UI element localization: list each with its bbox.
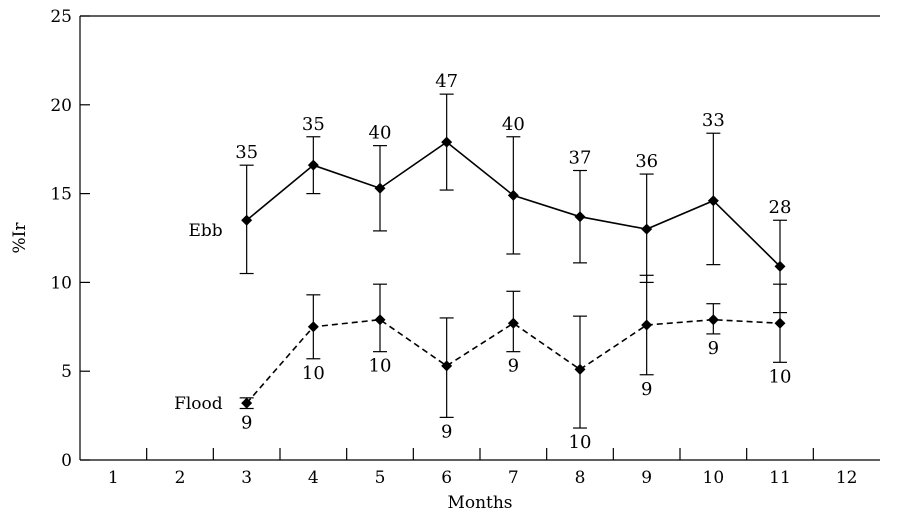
ebb-sample-size-label: 28 bbox=[769, 197, 792, 218]
flood-data-point bbox=[374, 314, 386, 326]
y-tick-label: 20 bbox=[50, 96, 72, 116]
ebb-data-point bbox=[707, 195, 719, 207]
y-tick-label: 15 bbox=[50, 185, 72, 205]
x-axis-title: Months bbox=[447, 493, 512, 513]
flood-data-point bbox=[774, 317, 786, 329]
flood-data-point bbox=[441, 360, 453, 372]
flood-data-point bbox=[641, 319, 653, 331]
flood-data-point bbox=[574, 363, 586, 375]
ebb-sample-size-label: 47 bbox=[435, 71, 458, 92]
flood-series-line bbox=[246, 318, 781, 404]
flood-data-point bbox=[241, 397, 253, 409]
y-tick-label: 10 bbox=[50, 273, 72, 293]
ebb-sample-size-label: 36 bbox=[635, 151, 658, 172]
flood-data-point bbox=[507, 317, 519, 329]
x-tick-label: 12 bbox=[836, 468, 858, 488]
x-tick-label: 4 bbox=[308, 468, 319, 488]
flood-series-label: Flood bbox=[174, 394, 223, 414]
x-tick-label: 5 bbox=[375, 468, 386, 488]
x-tick-label: 7 bbox=[508, 468, 519, 488]
ebb-data-point bbox=[641, 223, 653, 235]
x-tick-label: 10 bbox=[703, 468, 725, 488]
ebb-data-point bbox=[507, 189, 519, 201]
y-tick-label: 0 bbox=[61, 451, 72, 471]
flood-sample-size-label: 9 bbox=[708, 338, 719, 359]
ebb-data-point bbox=[441, 136, 453, 148]
x-tick-label: 8 bbox=[575, 468, 586, 488]
flood-sample-size-label: 9 bbox=[641, 379, 652, 400]
ebb-series-label: Ebb bbox=[188, 221, 222, 241]
x-tick-label: 11 bbox=[769, 468, 791, 488]
y-axis-title: %Ir bbox=[10, 222, 30, 254]
ebb-sample-size-label: 35 bbox=[235, 142, 258, 163]
ebb-data-point bbox=[574, 211, 586, 223]
ebb-sample-size-label: 37 bbox=[569, 148, 592, 169]
x-tick-label: 3 bbox=[241, 468, 252, 488]
flood-sample-size-label: 10 bbox=[769, 366, 792, 387]
ebb-sample-size-label: 40 bbox=[369, 123, 392, 144]
y-tick-label: 25 bbox=[50, 7, 72, 27]
x-tick-label: 9 bbox=[641, 468, 652, 488]
ebb-sample-size-label: 40 bbox=[502, 114, 525, 135]
ebb-data-point bbox=[774, 260, 786, 272]
flood-sample-size-label: 9 bbox=[441, 421, 452, 442]
ebb-sample-size-label: 33 bbox=[702, 110, 725, 131]
flood-data-point bbox=[707, 314, 719, 326]
flood-sample-size-label: 9 bbox=[508, 356, 519, 377]
x-tick-label: 1 bbox=[108, 468, 119, 488]
ebb-data-point bbox=[374, 182, 386, 194]
flood-sample-size-label: 10 bbox=[302, 363, 325, 384]
ebb-data-point bbox=[241, 214, 253, 226]
ebb-sample-size-label: 35 bbox=[302, 114, 325, 135]
x-tick-label: 6 bbox=[441, 468, 452, 488]
flood-sample-size-label: 10 bbox=[369, 356, 392, 377]
flood-sample-size-label: 10 bbox=[569, 432, 592, 453]
x-tick-label: 2 bbox=[175, 468, 186, 488]
ebb-data-point bbox=[307, 159, 319, 171]
flood-sample-size-label: 9 bbox=[241, 412, 252, 433]
y-tick-label: 5 bbox=[61, 362, 72, 382]
flood-data-point bbox=[307, 321, 319, 333]
